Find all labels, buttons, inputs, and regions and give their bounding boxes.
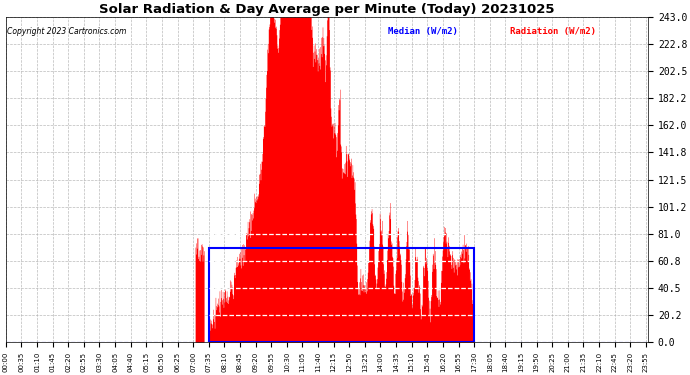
Text: Copyright 2023 Cartronics.com: Copyright 2023 Cartronics.com: [7, 27, 126, 36]
Title: Solar Radiation & Day Average per Minute (Today) 20231025: Solar Radiation & Day Average per Minute…: [99, 3, 555, 16]
Bar: [209, 249, 474, 342]
Text: Radiation (W/m2): Radiation (W/m2): [510, 27, 596, 36]
Text: Median (W/m2): Median (W/m2): [388, 27, 458, 36]
